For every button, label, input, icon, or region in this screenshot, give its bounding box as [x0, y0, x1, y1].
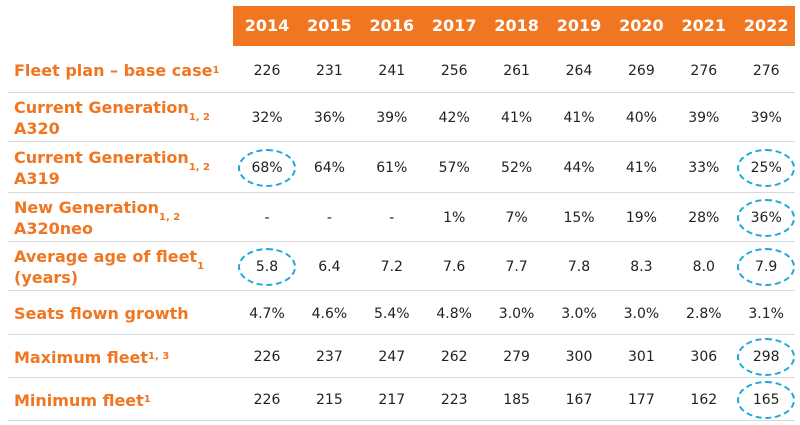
- row-label: New Generation A320neo 1, 2: [14, 198, 181, 238]
- table-row: Fleet plan – base case 1 226 231 241 256 261 26…: [8, 49, 795, 93]
- table-cell: 226: [253, 392, 281, 408]
- table-row: Current Generation A319 1, 2 68% 64% 61% 57% 5…: [8, 144, 795, 193]
- table-cell: -: [264, 210, 270, 226]
- table-row: New Generation A320neo 1, 2 - - - 1% 7% 15% 19% 2…: [8, 195, 795, 242]
- year-header-2017: 2017: [431, 16, 477, 35]
- table-cell: 41%: [501, 110, 533, 126]
- table-cell: 217: [378, 392, 406, 408]
- table-cell: 8.0: [692, 259, 715, 275]
- table-cell: 264: [565, 62, 593, 79]
- table-cell: 162: [690, 392, 718, 408]
- highlight-circle: [737, 338, 796, 376]
- table-cell: 44%: [563, 160, 595, 176]
- year-header-2019: 2019: [556, 16, 602, 35]
- year-header-2022: 2022: [743, 16, 789, 35]
- table-cell: 4.8%: [436, 305, 472, 322]
- table-row: Seats flown growth 4.7% 4.6% 5.4% 4.8% 3.0% 3.…: [8, 293, 795, 335]
- table-cell: 247: [378, 349, 406, 365]
- row-label: Maximum fleet 1, 3: [14, 347, 170, 367]
- table-cell: 33%: [688, 160, 720, 176]
- table-cell: 269: [628, 62, 655, 79]
- table-cell: 3.0%: [561, 305, 597, 322]
- table-cell: -: [326, 210, 332, 226]
- table-cell: 64%: [313, 160, 345, 176]
- table-cell: 52%: [501, 160, 533, 176]
- table-cell: 231: [316, 62, 343, 79]
- highlight-circle: [737, 199, 796, 237]
- year-header-2021: 2021: [681, 16, 727, 35]
- table-cell: 167: [565, 392, 593, 408]
- table-cell: 301: [628, 349, 655, 365]
- table-cell: 7.2: [380, 259, 403, 275]
- row-label: Current Generation A320 1, 2: [14, 98, 211, 138]
- table-cell: 261: [503, 62, 530, 79]
- table-cell: 5.4%: [374, 305, 410, 322]
- table-cell: 2.8%: [686, 305, 722, 322]
- table-cell: 300: [565, 349, 593, 365]
- table-cell: 226: [253, 349, 281, 365]
- table-row: Minimum fleet 1 226 215 217 223 185 167 177 162 16…: [8, 380, 795, 421]
- year-header-2018: 2018: [494, 16, 539, 35]
- row-label: Seats flown growth: [14, 304, 189, 323]
- table-cell: 8.3: [630, 259, 653, 275]
- table-cell: 177: [628, 392, 655, 408]
- table-cell: 4.6%: [311, 305, 348, 322]
- table-cell: 279: [503, 349, 530, 365]
- table-cell: 262: [440, 349, 468, 365]
- highlight-circle: [737, 248, 796, 286]
- table-row: Maximum fleet 1, 3 226 237 247 262 279 300 301 30…: [8, 337, 795, 378]
- table-cell: 61%: [376, 160, 408, 176]
- row-label: Average age of fleet (years) 1: [14, 247, 205, 287]
- table-cell: 42%: [438, 110, 470, 126]
- table-cell: 306: [690, 349, 718, 365]
- table-cell: 276: [690, 62, 718, 79]
- year-header-2014: 2014: [244, 16, 290, 35]
- table-row: Average age of fleet (years) 1 5.8 6.4 7.2 7.…: [8, 244, 795, 291]
- year-header-2016: 2016: [369, 16, 415, 35]
- table-cell: 256: [440, 62, 468, 79]
- table-cell: 237: [316, 349, 343, 365]
- table-cell: 223: [440, 392, 468, 408]
- table-cell: 15%: [563, 210, 595, 226]
- table-cell: 19%: [625, 210, 657, 226]
- row-label: Minimum fleet 1: [14, 390, 151, 410]
- table-cell: 3.1%: [748, 305, 784, 322]
- table-cell: 39%: [376, 110, 408, 126]
- table-cell: 7.6: [443, 259, 466, 275]
- year-header-2020: 2020: [619, 16, 664, 35]
- table-cell: 185: [503, 392, 530, 408]
- table-cell: 28%: [688, 210, 720, 226]
- year-header-row: 2014 2015 2016 2017 2018 2019 2020 2021 2022: [233, 6, 795, 46]
- table-cell: 7.7: [505, 259, 528, 275]
- year-header-2015: 2015: [307, 16, 352, 35]
- table-cell: 7%: [505, 210, 528, 226]
- row-label: Current Generation A319 1, 2: [14, 148, 211, 188]
- table-cell: 41%: [563, 110, 595, 126]
- table-cell: 32%: [251, 110, 283, 126]
- highlight-circle: [737, 381, 796, 419]
- table-cell: 3.0%: [623, 305, 660, 322]
- table-cell: 4.7%: [249, 305, 285, 322]
- table-cell: 276: [752, 62, 780, 79]
- highlight-circle: [238, 149, 296, 187]
- table-cell: 57%: [438, 160, 470, 176]
- table-cell: 41%: [625, 160, 657, 176]
- table-cell: 36%: [313, 110, 345, 126]
- highlight-circle: [238, 248, 296, 286]
- table-cell: 215: [316, 392, 343, 408]
- table-cell: 39%: [750, 110, 782, 126]
- table-cell: 3.0%: [498, 305, 535, 322]
- table-cell: 241: [378, 62, 406, 79]
- table-cell: -: [389, 210, 395, 226]
- table-cell: 40%: [625, 110, 657, 126]
- row-label: Fleet plan – base case 1: [14, 61, 220, 80]
- table-row: Current Generation A320 1, 2 32% 36% 39% 42% 4…: [8, 95, 795, 142]
- highlight-circle: [737, 149, 796, 187]
- table-cell: 1%: [443, 210, 466, 226]
- table-cell: 226: [253, 62, 281, 79]
- table-cell: 6.4: [318, 259, 341, 275]
- table-cell: 7.8: [567, 259, 591, 275]
- table-cell: 39%: [688, 110, 720, 126]
